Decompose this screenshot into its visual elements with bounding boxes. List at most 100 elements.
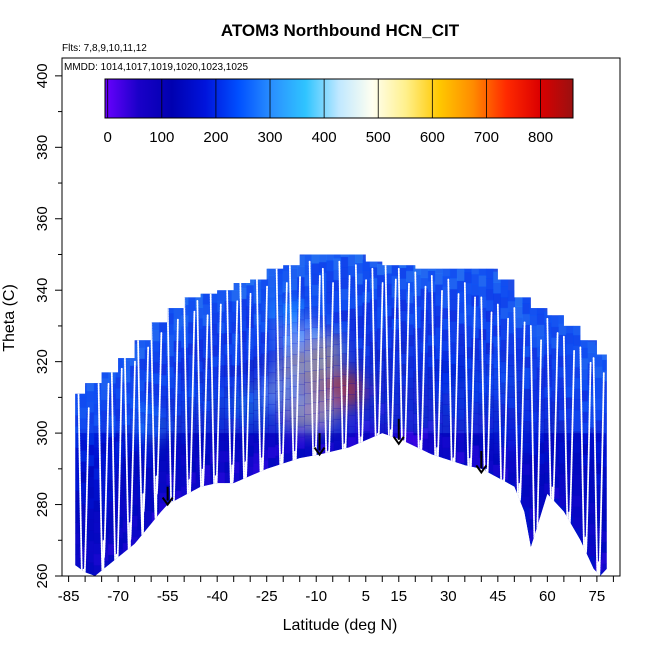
curtain-cell (565, 461, 574, 473)
y-axis-label: Theta (C) (1, 284, 18, 352)
curtain-cell (173, 297, 182, 309)
curtain-cell (304, 264, 313, 276)
curtain-cell (246, 466, 255, 479)
curtain-cell (289, 375, 298, 387)
curtain-cell (100, 464, 109, 476)
curtain-cell (144, 328, 153, 340)
curtain-cell (406, 431, 414, 443)
curtain-cell (100, 388, 109, 401)
curtain-cell (289, 257, 298, 269)
curtain-cell (311, 370, 320, 382)
curtain-cell (587, 427, 596, 439)
hotspot (492, 417, 537, 450)
curtain-cell (260, 267, 269, 279)
curtain-cell (369, 406, 378, 418)
curtain-cell (544, 450, 552, 463)
curtain-cell (202, 464, 211, 477)
curtain-cell (442, 275, 451, 287)
curtain-cell (544, 429, 552, 441)
curtain-cell (485, 460, 494, 472)
curtain-cell (231, 311, 240, 323)
curtain-cell (573, 420, 581, 432)
curtain-cell (558, 452, 567, 464)
curtain-cell (311, 316, 320, 328)
curtain-cell (529, 400, 538, 413)
curtain-cell (544, 461, 552, 473)
curtain-cell (485, 449, 494, 462)
curtain-cell (166, 366, 175, 378)
curtain-cell (573, 356, 581, 368)
curtain-cell (573, 399, 581, 411)
curtain-cell (529, 315, 538, 327)
curtain-cell (144, 456, 153, 468)
curtain-cell (217, 365, 225, 377)
curtain-cell (471, 391, 480, 403)
curtain-cell (180, 465, 189, 477)
curtain-cell (587, 363, 596, 375)
curtain-cell (86, 465, 95, 477)
curtain-cell (195, 318, 204, 330)
curtain-cell (558, 441, 567, 453)
curtain-cell (326, 270, 334, 282)
curtain-cell (209, 377, 218, 389)
curtain-cell (471, 348, 480, 361)
curtain-cell (529, 347, 538, 359)
curtain-cell (587, 470, 596, 482)
curtain-cell (246, 445, 255, 457)
curtain-cell (456, 387, 465, 399)
curtain-cell (318, 390, 327, 402)
curtain-cell (544, 440, 552, 452)
curtain-cell (355, 262, 363, 274)
curtain-cell (246, 434, 255, 447)
curtain-cell (580, 497, 589, 509)
curtain-cell (464, 325, 472, 337)
curtain-cell (602, 563, 607, 575)
curtain-cell (217, 472, 225, 484)
curtain-cell (246, 370, 255, 382)
curtain-cell (188, 482, 196, 494)
curtain-cell (195, 468, 204, 480)
curtain-cell (362, 270, 371, 282)
curtain-cell (507, 343, 516, 356)
curtain-cell (289, 322, 298, 334)
curtain-cell (485, 289, 494, 301)
y-tick-label: 320 (34, 349, 51, 374)
curtain-cell (231, 290, 240, 302)
curtain-cell (195, 285, 204, 298)
curtain-cell (558, 377, 567, 389)
curtain-cell (602, 359, 607, 371)
curtain-cell (500, 404, 509, 416)
curtain-cell (587, 384, 596, 396)
curtain-cell (151, 458, 160, 470)
x-axis-label: Latitude (deg N) (283, 617, 398, 634)
curtain-cell (326, 324, 334, 336)
curtain-cell (413, 434, 422, 447)
curtain-cell (529, 358, 538, 370)
curtain-cell (79, 385, 87, 398)
curtain-cell (151, 351, 160, 363)
curtain-cell (108, 533, 116, 545)
curtain-cell (449, 278, 458, 290)
curtain-cell (515, 381, 523, 393)
curtain-cell (86, 422, 95, 435)
curtain-cell (500, 286, 509, 298)
curtain-cell (137, 412, 146, 424)
curtain-cell (217, 450, 225, 463)
curtain-cell (493, 293, 501, 305)
curtain-cell (231, 418, 240, 431)
curtain-cell (471, 370, 480, 382)
curtain-cell (137, 422, 146, 434)
curtain-cell (587, 459, 596, 471)
curtain-cell (573, 345, 581, 357)
curtain-cell (355, 380, 363, 392)
curtain-cell (347, 383, 356, 395)
flight-profile (562, 335, 576, 557)
curtain-cell (478, 446, 487, 459)
curtain-cell (75, 447, 80, 459)
curtain-cell (609, 365, 617, 376)
curtain-cell (362, 334, 371, 346)
hotspot (228, 388, 273, 421)
curtain-cell (485, 310, 494, 322)
curtain-cell (522, 410, 531, 422)
curtain-cell (231, 429, 240, 441)
